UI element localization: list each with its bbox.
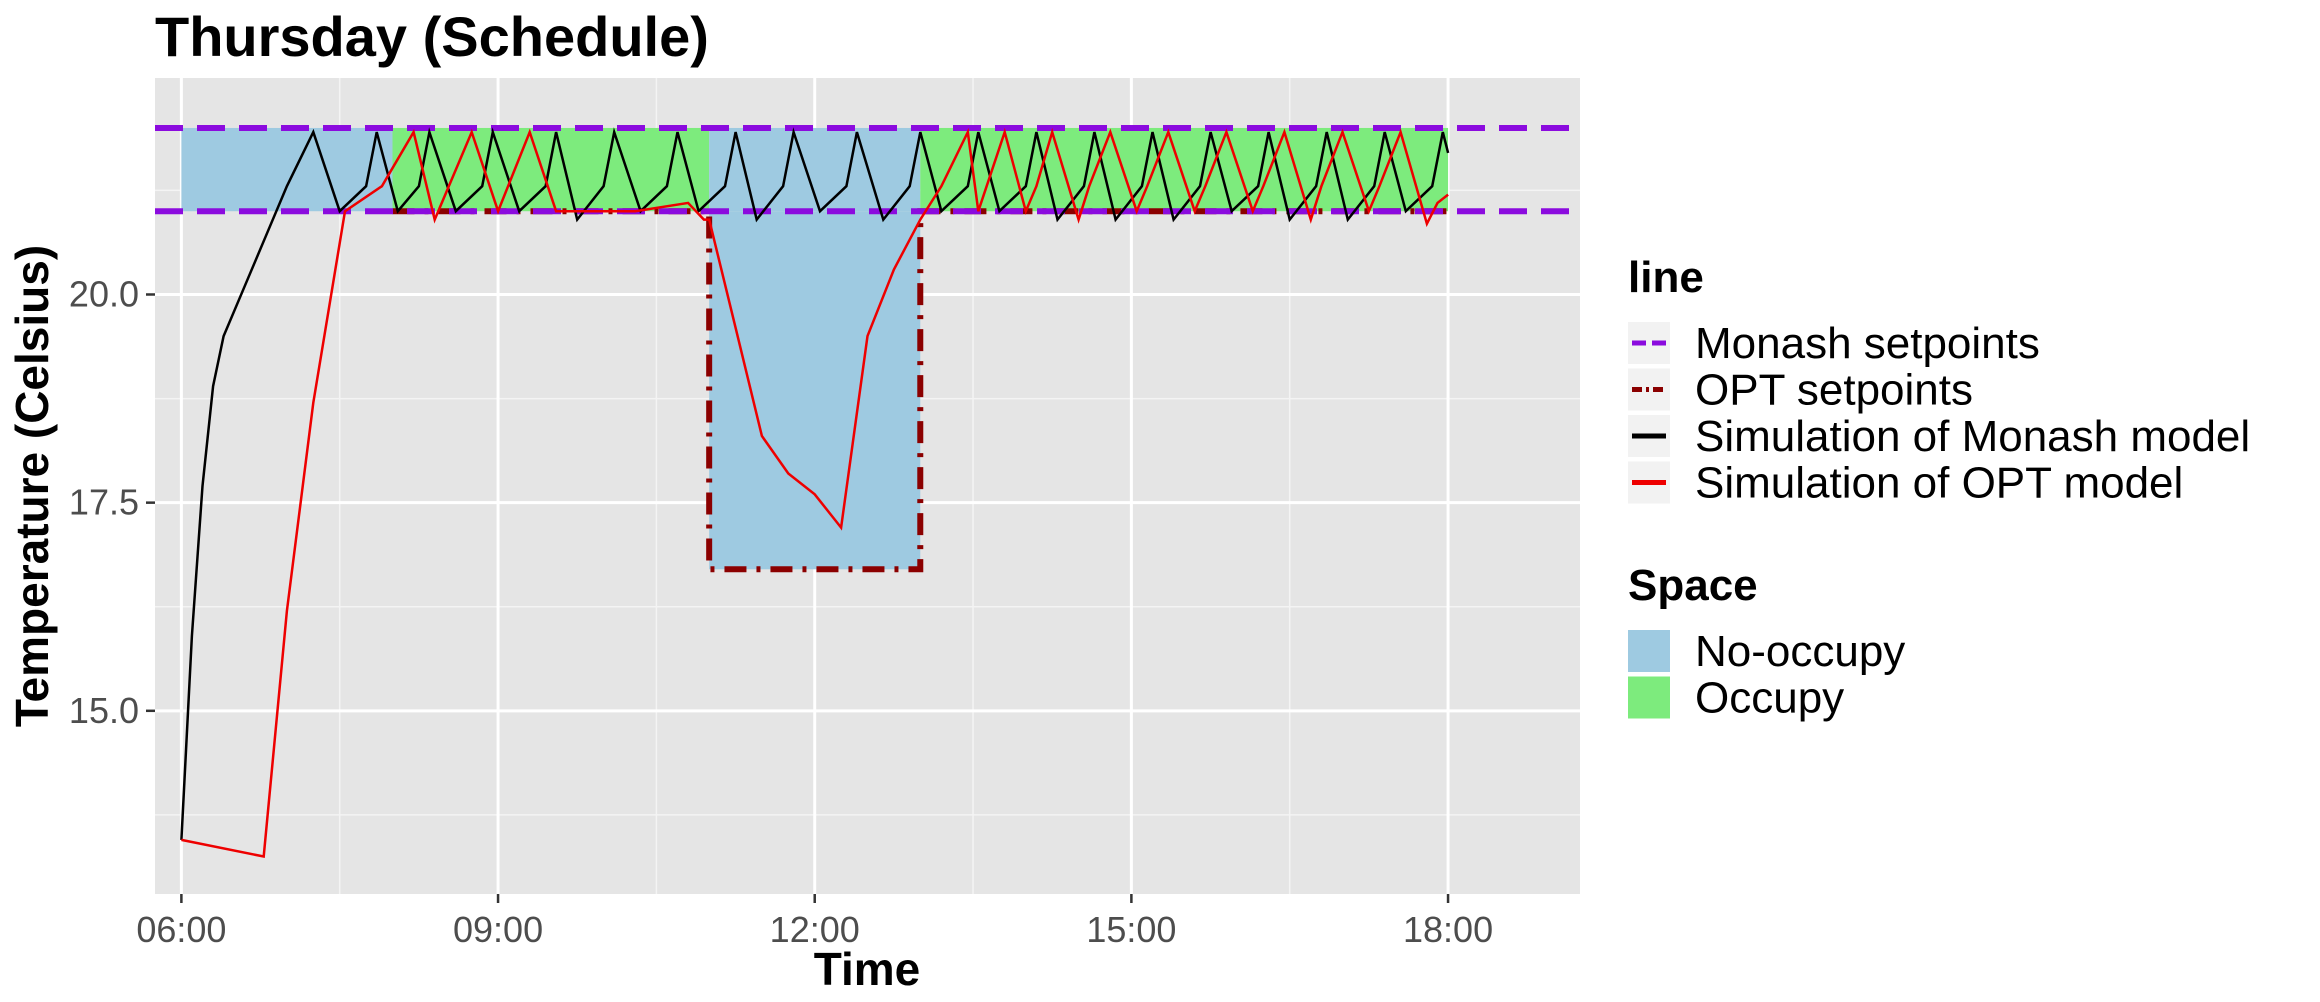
series-opt-simulation — [181, 127, 1449, 858]
x-tick-label-2: 12:00 — [770, 909, 860, 950]
x-axis-title: Time — [814, 943, 921, 995]
legend-title-line: line — [1628, 253, 1704, 302]
legend-space-label-1: Occupy — [1695, 674, 1844, 723]
y-tick-label-1: 17.5 — [69, 482, 139, 523]
x-tick-label-0: 06:00 — [136, 909, 226, 950]
space-rect-0 — [181, 127, 393, 212]
x-tick-label-1: 09:00 — [453, 909, 543, 950]
y-tick-label-2: 20.0 — [69, 273, 139, 314]
legend-swatch-0 — [1628, 630, 1670, 672]
legend-label-2: Simulation of Monash model — [1695, 412, 2250, 461]
legend-space-label-0: No-occupy — [1695, 627, 1905, 676]
legend-label-0: Monash setpoints — [1695, 319, 2040, 368]
y-tick-label-0: 15.0 — [69, 690, 139, 731]
x-tick-label-4: 18:00 — [1403, 909, 1493, 950]
setpoint-lines — [155, 124, 1580, 573]
space-rect-3 — [709, 211, 921, 570]
opt-setpoints-line — [392, 208, 1449, 573]
legend-swatch-1 — [1628, 676, 1670, 719]
axes: 06:00 09:00 12:00 15:00 18:00 15.0 17.5 20.0 — [69, 273, 1493, 950]
legend-title-space: Space — [1628, 561, 1758, 610]
x-tick-label-3: 15:00 — [1086, 909, 1176, 950]
chart-title: Thursday (Schedule) — [155, 5, 709, 68]
space-rect-4 — [920, 127, 1449, 212]
series-monash-simulation — [180, 127, 1450, 840]
legend-label-3: Simulation of OPT model — [1695, 459, 2183, 508]
simulation-lines — [180, 127, 1450, 858]
legend-label-1: OPT setpoints — [1695, 366, 1973, 415]
y-axis-title: Temperature (Celsius) — [6, 245, 58, 727]
